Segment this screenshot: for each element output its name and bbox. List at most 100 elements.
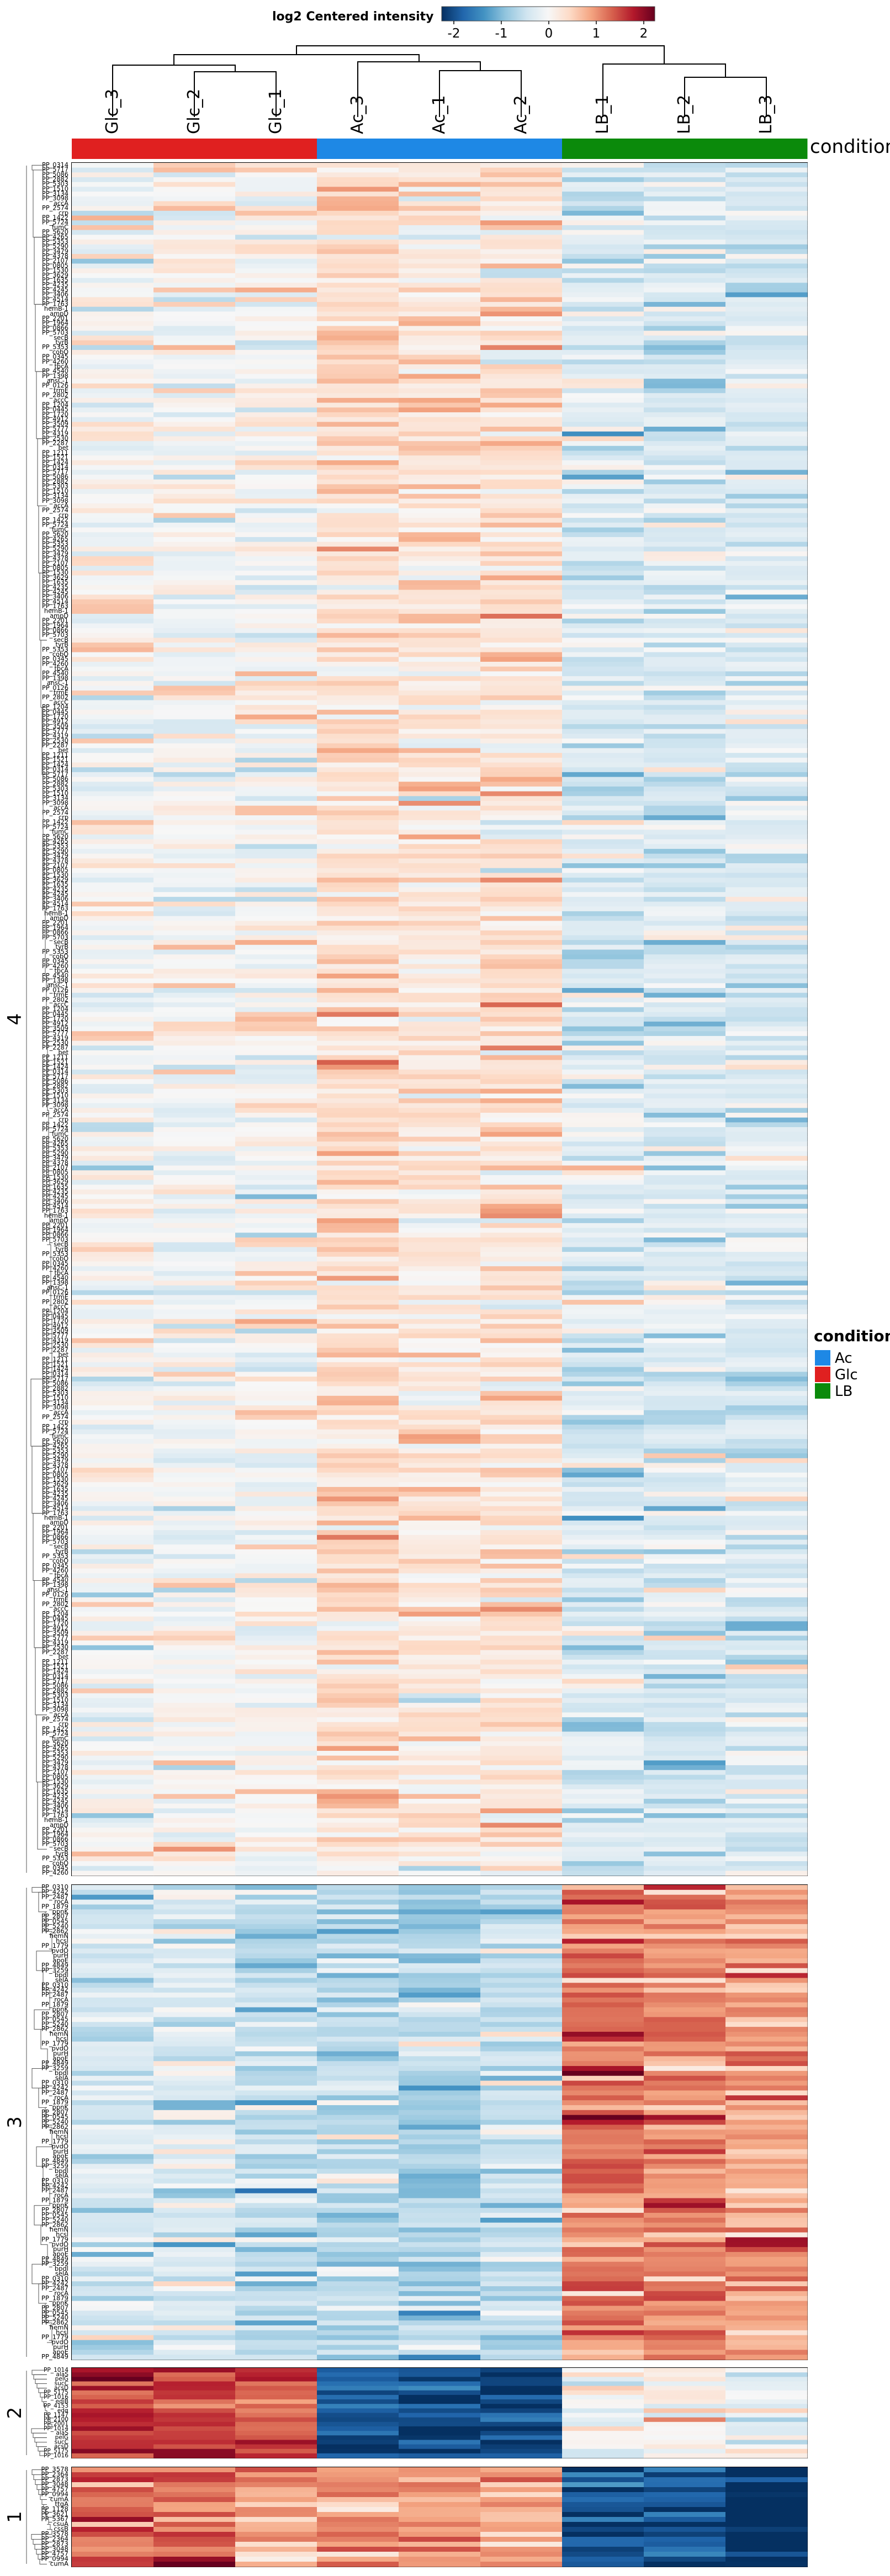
- heatmap-cell: [725, 1204, 808, 1209]
- heatmap-cell: [399, 762, 481, 768]
- row-label: PP_4245: [42, 891, 68, 898]
- heatmap-cell: [725, 321, 808, 327]
- heatmap-cell: [725, 2227, 808, 2233]
- heatmap-cell: [725, 1564, 808, 1569]
- heatmap-cell: [153, 2381, 236, 2387]
- heatmap-cell: [562, 455, 644, 461]
- heatmap-cell: [399, 402, 481, 408]
- heatmap-cell: [72, 1319, 154, 1325]
- heatmap-cell: [725, 1993, 808, 1998]
- heatmap-cell: [562, 1564, 644, 1569]
- row-label: PP_0345: [42, 1562, 68, 1569]
- heatmap-cell: [72, 1602, 154, 1607]
- heatmap-cell: [644, 1889, 726, 1895]
- heatmap-cell: [562, 331, 644, 336]
- row-label: ppnK: [52, 2299, 69, 2307]
- heatmap-cell: [399, 1299, 481, 1305]
- heatmap-cell: [153, 1228, 236, 1233]
- heatmap-cell: [725, 1760, 808, 1766]
- row-label: PP_3134: [42, 1399, 68, 1406]
- heatmap-cell: [317, 892, 399, 897]
- heatmap-cell: [725, 805, 808, 811]
- heatmap-cell: [562, 2527, 644, 2532]
- row-label: PP_1422: [42, 517, 68, 524]
- heatmap-cell: [72, 1914, 154, 1920]
- heatmap-cell: [317, 258, 399, 264]
- heatmap-cell: [480, 1400, 563, 1406]
- heatmap-cell: [399, 450, 481, 456]
- heatmap-cell: [317, 220, 399, 226]
- heatmap-cell: [317, 896, 399, 902]
- heatmap-cell: [644, 614, 726, 619]
- heatmap-cell: [644, 187, 726, 192]
- heatmap-cell: [399, 302, 481, 307]
- row-label: PP_0545: [41, 2015, 68, 2023]
- heatmap-cell: [725, 422, 808, 427]
- heatmap-cell: [153, 964, 236, 969]
- heatmap-cell: [72, 1659, 154, 1665]
- heatmap-cell: [317, 1324, 399, 1329]
- heatmap-cell: [72, 2345, 154, 2350]
- heatmap-cell: [317, 349, 399, 355]
- heatmap-cell: [72, 882, 154, 888]
- heatmap-cell: [317, 1789, 399, 1794]
- row-label: PP_2882: [42, 1385, 68, 1392]
- heatmap-cell: [235, 1141, 317, 1147]
- heatmap-cell: [317, 1242, 399, 1247]
- heatmap-cell: [317, 2154, 399, 2160]
- heatmap-cell: [317, 1017, 399, 1022]
- heatmap-cell: [153, 316, 236, 322]
- heatmap-cell: [562, 2251, 644, 2258]
- colorbar-gradient: [441, 6, 655, 22]
- heatmap-cell: [562, 1319, 644, 1325]
- row-label: PP_2487: [41, 2186, 68, 2194]
- heatmap-cell: [399, 326, 481, 331]
- heatmap-cell: [725, 1228, 808, 1233]
- heatmap-cell: [235, 2110, 317, 2116]
- heatmap-cell: [235, 1693, 317, 1699]
- heatmap-cell: [235, 767, 317, 773]
- heatmap-cell: [644, 1266, 726, 1272]
- heatmap-cell: [72, 2208, 154, 2213]
- heatmap-cell: [644, 1415, 726, 1420]
- heatmap-cell: [480, 518, 563, 523]
- heatmap-cell: [480, 2090, 563, 2096]
- heatmap-cell: [153, 2080, 236, 2086]
- row-label: hemN: [50, 2128, 68, 2136]
- heatmap-cell: [153, 892, 236, 897]
- row-label: PP_0805: [42, 867, 68, 874]
- heatmap-cell: [317, 1079, 399, 1085]
- heatmap-cell: [317, 2203, 399, 2208]
- heatmap-cell: [562, 575, 644, 581]
- heatmap-cell: [644, 2169, 726, 2174]
- heatmap-cell: [317, 393, 399, 399]
- heatmap-cell: [153, 1616, 236, 1622]
- heatmap-cell: [72, 1050, 154, 1056]
- heatmap-cell: [480, 1146, 563, 1152]
- heatmap-cell: [72, 397, 154, 403]
- heatmap-cell: [725, 412, 808, 418]
- heatmap-cell: [153, 1237, 236, 1243]
- heatmap-cell: [725, 2051, 808, 2057]
- heatmap-cell: [644, 1664, 726, 1670]
- heatmap-cell: [153, 2027, 236, 2032]
- heatmap-cell: [644, 911, 726, 917]
- heatmap-cell: [317, 1261, 399, 1267]
- heatmap-cell: [153, 1621, 236, 1627]
- heatmap-cell: [399, 2562, 481, 2567]
- heatmap-cell: [480, 1434, 563, 1440]
- heatmap-cell: [153, 2041, 236, 2047]
- heatmap-cell: [317, 2027, 399, 2032]
- heatmap-cell: [480, 407, 563, 413]
- heatmap-cell: [153, 1988, 236, 1993]
- heatmap-cell: [235, 2080, 317, 2086]
- heatmap-cell: [153, 2547, 236, 2552]
- heatmap-cell: [399, 1755, 481, 1761]
- heatmap-cell: [725, 455, 808, 461]
- row-label: PP_1964: [42, 622, 68, 629]
- heatmap-cell: [72, 1650, 154, 1655]
- heatmap-cell: [644, 1698, 726, 1703]
- heatmap-cell: [480, 748, 563, 753]
- heatmap-cell: [725, 1818, 808, 1823]
- heatmap-cell: [72, 1180, 154, 1185]
